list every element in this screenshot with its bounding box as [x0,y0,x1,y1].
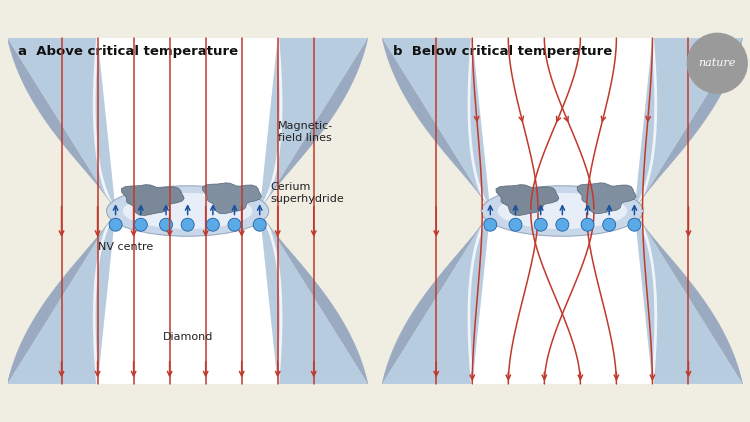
Circle shape [534,218,548,231]
Ellipse shape [497,193,627,229]
Circle shape [484,218,496,231]
Polygon shape [382,38,490,211]
Polygon shape [382,211,490,384]
Polygon shape [202,183,262,214]
Text: Magnetic-
field lines: Magnetic- field lines [278,121,333,143]
Polygon shape [634,211,742,384]
Polygon shape [472,38,652,211]
Polygon shape [496,185,559,216]
Ellipse shape [482,186,644,236]
Circle shape [509,218,522,231]
Text: Diamond: Diamond [163,332,213,342]
Polygon shape [472,211,652,384]
Circle shape [228,218,241,231]
Polygon shape [260,211,368,384]
Polygon shape [8,38,115,211]
Polygon shape [260,38,368,211]
Circle shape [603,218,616,231]
Text: nature: nature [698,58,736,68]
Circle shape [254,218,266,231]
Polygon shape [260,38,368,211]
Polygon shape [122,185,184,216]
Ellipse shape [106,186,268,236]
Polygon shape [382,211,490,384]
Circle shape [134,218,147,231]
Circle shape [160,218,172,231]
Text: NV centre: NV centre [98,242,153,252]
Polygon shape [98,38,278,211]
Text: b  Below critical temperature: b Below critical temperature [393,45,612,58]
Polygon shape [98,211,278,384]
Polygon shape [578,183,636,214]
Text: a  Above critical temperature: a Above critical temperature [18,45,238,58]
Polygon shape [8,38,115,211]
Polygon shape [634,211,742,384]
Polygon shape [634,38,742,211]
Polygon shape [8,211,115,384]
Circle shape [687,32,748,94]
Circle shape [109,218,122,231]
Ellipse shape [123,193,253,229]
Polygon shape [382,38,490,211]
Circle shape [556,218,568,231]
Text: Cerium
superhydride: Cerium superhydride [271,182,344,204]
Polygon shape [8,211,115,384]
Circle shape [206,218,219,231]
Circle shape [628,218,641,231]
Polygon shape [634,38,742,211]
Circle shape [581,218,594,231]
Circle shape [182,218,194,231]
Polygon shape [260,211,368,384]
